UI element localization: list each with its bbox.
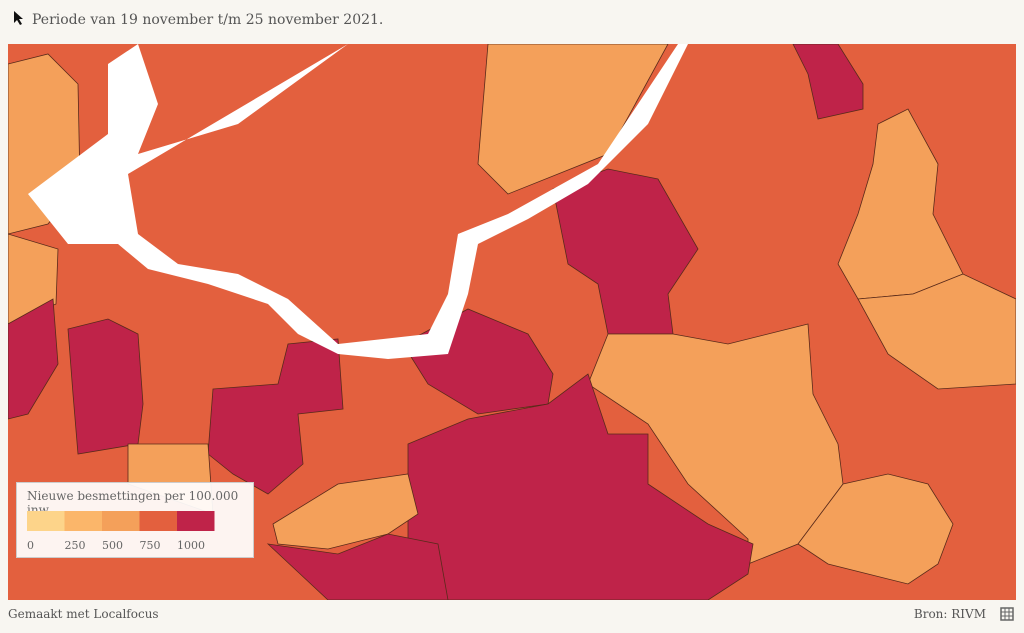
legend-swatch (102, 511, 140, 531)
source: Bron: RIVM (913, 607, 986, 621)
subtitle: Periode van 19 november t/m 25 november … (32, 12, 384, 28)
legend-swatch (139, 511, 177, 531)
credit: Gemaakt met Localfocus (8, 607, 159, 621)
region (8, 233, 59, 325)
cursor-icon (14, 11, 23, 25)
legend-scale: 0 250 500 750 1000 (27, 511, 215, 552)
region (552, 168, 699, 335)
legend-tick-label: 0 (27, 539, 34, 552)
legend-swatch (177, 511, 215, 531)
legend-tick-label: 500 (102, 539, 123, 552)
region (407, 373, 754, 600)
region (477, 44, 669, 195)
region (8, 298, 59, 420)
region (272, 473, 419, 550)
legend-swatch (64, 511, 102, 531)
water (28, 44, 688, 359)
region (67, 318, 144, 455)
region (792, 44, 864, 120)
legend-swatch (27, 511, 65, 531)
region (207, 338, 344, 495)
table-icon[interactable] (1000, 607, 1014, 621)
region (797, 473, 954, 585)
region (266, 533, 449, 600)
legend-tick-label: 750 (140, 539, 161, 552)
legend-tick-label: 1000 (177, 539, 205, 552)
region (857, 273, 1016, 390)
legend: Nieuwe besmettingen per 100.000 inw. 0 25… (16, 482, 254, 558)
legend-tick-label: 250 (65, 539, 86, 552)
